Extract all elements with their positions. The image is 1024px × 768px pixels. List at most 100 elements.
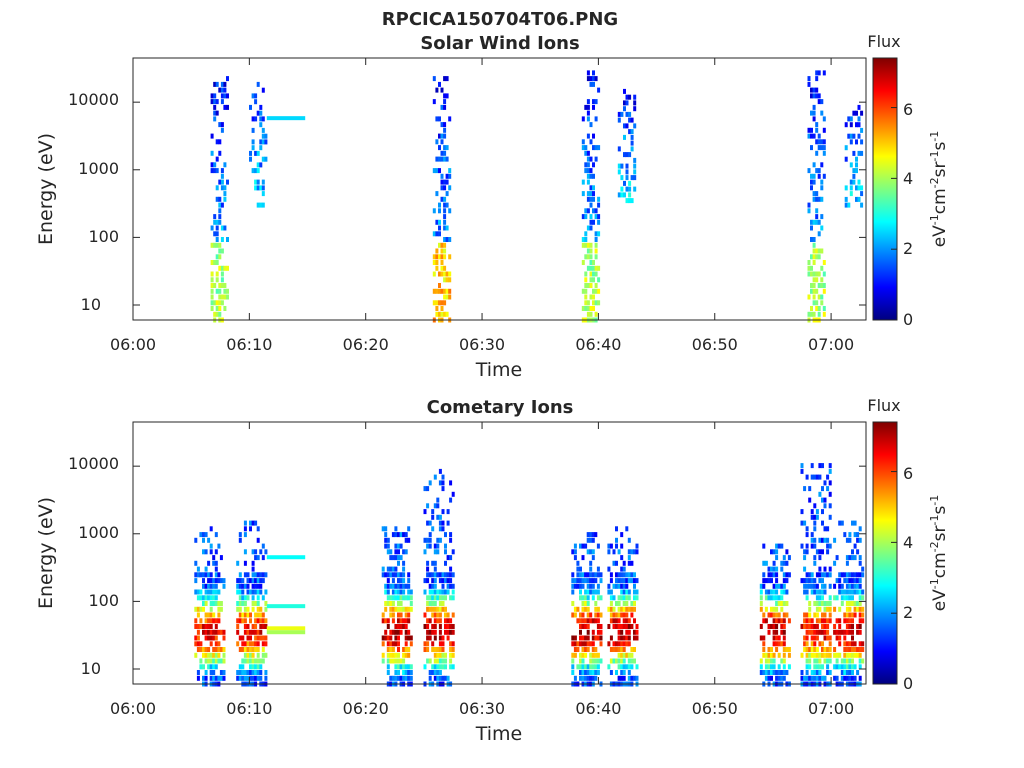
heatmap-cell [402,560,406,566]
heatmap-cell [609,606,613,612]
heatmap-cell [826,670,830,675]
heatmap-cell [391,675,395,681]
heatmap-cell [812,294,816,300]
heatmap-cell [441,606,445,612]
heatmap-cell [391,641,395,647]
heatmap-cell [443,214,447,220]
heatmap-cell [241,635,245,641]
heatmap-cell [433,549,437,555]
heatmap-cell [810,288,813,294]
heatmap-cell [815,93,819,99]
heatmap-cell [833,629,837,635]
heatmap-cell [213,231,217,237]
heatmap-cell [586,150,590,156]
heatmap-cell [391,578,395,584]
heatmap-cell [848,555,852,561]
heatmap-cell [579,670,582,675]
heatmap-cell [436,675,440,681]
heatmap-cell [443,156,447,162]
heatmap-cell [212,589,216,595]
heatmap-cell [391,589,395,595]
heatmap-cell [423,549,427,555]
heatmap-cell [433,601,437,606]
heatmap-cell [219,647,223,652]
heatmap-cell [256,537,260,543]
heatmap-cell [586,254,590,260]
heatmap-cell [256,526,260,532]
heatmap-cell [633,94,637,100]
heatmap-cell [855,185,858,191]
heatmap-cell [438,606,442,612]
heatmap-cell [810,237,813,242]
heatmap-cell [845,652,849,658]
heatmap-cell [438,612,442,618]
heatmap-cell [635,629,639,635]
heatmap-cell [861,612,865,618]
heatmap-cell [444,664,447,670]
heatmap-cell [589,578,593,584]
heatmap-cell [615,543,618,549]
heatmap-cell [627,537,631,543]
heatmap-cell [589,214,593,220]
heatmap-cell [219,606,223,612]
heatmap-cell [441,480,445,486]
heatmap-cell [810,629,814,635]
heatmap-cell [594,231,598,237]
heatmap-cell [207,618,211,624]
heatmap-cell [389,583,393,589]
heatmap-cell [402,566,406,572]
heatmap-cell [633,100,637,106]
heatmap-cell [828,595,832,601]
heatmap-cell [630,675,634,681]
heatmap-cell [438,635,442,641]
heatmap-cell [815,300,819,306]
heatmap-cell [851,612,854,618]
heatmap-cell [451,629,455,635]
heatmap-cell [438,601,442,606]
heatmap-cell [449,629,453,635]
heatmap-cell [210,300,214,306]
heatmap-cell [620,675,624,681]
heatmap-cell [586,179,590,185]
heatmap-cell [581,624,585,629]
heatmap-cell [256,595,260,601]
heatmap-cell [236,624,240,629]
heatmap-cell [822,306,826,311]
heatmap-cell [436,612,440,618]
heatmap-cell [810,110,813,116]
heatmap-cell [204,612,208,618]
heatmap-cell [805,612,809,618]
heatmap-cell [440,87,444,93]
heatmap-cell [428,670,432,675]
heatmap-cell [597,265,601,271]
heatmap-cell [849,133,853,139]
heatmap-cell [851,595,854,601]
heatmap-cell [238,675,242,681]
heatmap-cell [828,618,832,624]
heatmap-cell [407,635,411,641]
heatmap-cell [851,624,854,629]
heatmap-cell [249,652,252,658]
heatmap-cell [770,612,773,618]
heatmap-cell [591,578,595,584]
heatmap-cell [847,133,851,139]
heatmap-cell [449,566,453,572]
heatmap-cell [238,537,242,543]
heatmap-cell [622,675,626,681]
heatmap-cell [433,635,437,641]
heatmap-cell [438,219,441,225]
heatmap-cell [446,635,450,641]
heatmap-cell [777,612,781,618]
heatmap-cell [241,589,245,595]
heatmap-cell [843,664,847,670]
heatmap-cell [449,652,453,658]
heatmap-cell [810,635,814,641]
heatmap-cell [817,145,821,151]
heatmap-cell [384,606,388,612]
heatmap-cell [826,629,830,635]
heatmap-cell [241,670,245,675]
heatmap-cell [440,196,444,202]
heatmap-cell [573,641,577,647]
heatmap-cell [622,589,626,595]
heatmap-cell [856,629,860,635]
